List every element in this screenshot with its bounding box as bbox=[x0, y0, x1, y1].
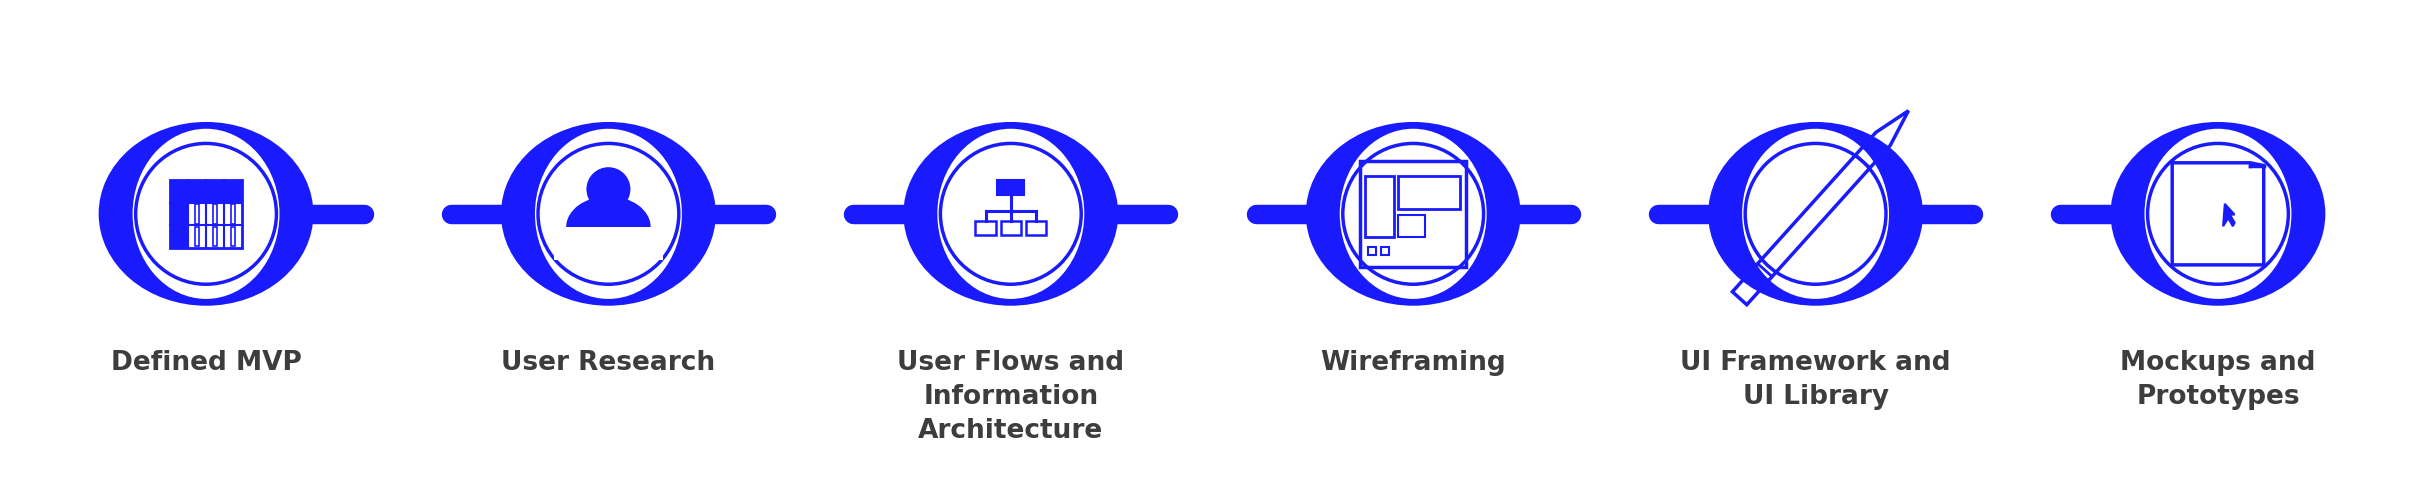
FancyBboxPatch shape bbox=[170, 203, 189, 248]
Text: User Flows and
Information
Architecture: User Flows and Information Architecture bbox=[897, 350, 1125, 444]
FancyBboxPatch shape bbox=[230, 226, 235, 246]
Text: User Research: User Research bbox=[502, 350, 715, 377]
Ellipse shape bbox=[938, 129, 1084, 299]
Ellipse shape bbox=[99, 122, 313, 306]
FancyBboxPatch shape bbox=[555, 227, 662, 260]
FancyBboxPatch shape bbox=[170, 180, 242, 203]
Ellipse shape bbox=[1340, 129, 1486, 299]
Polygon shape bbox=[2223, 204, 2235, 226]
Ellipse shape bbox=[1743, 129, 1888, 299]
Ellipse shape bbox=[1307, 122, 1520, 306]
Ellipse shape bbox=[502, 122, 715, 306]
Text: UI Framework and
UI Library: UI Framework and UI Library bbox=[1680, 350, 1951, 411]
Ellipse shape bbox=[2145, 129, 2291, 299]
FancyBboxPatch shape bbox=[230, 204, 235, 224]
Text: Defined MVP: Defined MVP bbox=[112, 350, 301, 377]
Ellipse shape bbox=[1709, 122, 1922, 306]
Ellipse shape bbox=[536, 129, 681, 299]
Ellipse shape bbox=[567, 196, 650, 258]
FancyBboxPatch shape bbox=[213, 204, 216, 224]
Text: Wireframing: Wireframing bbox=[1321, 350, 1505, 377]
Ellipse shape bbox=[133, 129, 279, 299]
Ellipse shape bbox=[904, 122, 1117, 306]
FancyBboxPatch shape bbox=[999, 180, 1023, 195]
FancyBboxPatch shape bbox=[196, 204, 199, 224]
Ellipse shape bbox=[2111, 122, 2325, 306]
Text: Mockups and
Prototypes: Mockups and Prototypes bbox=[2121, 350, 2315, 411]
FancyBboxPatch shape bbox=[196, 226, 199, 246]
FancyBboxPatch shape bbox=[213, 226, 216, 246]
Ellipse shape bbox=[587, 167, 630, 211]
